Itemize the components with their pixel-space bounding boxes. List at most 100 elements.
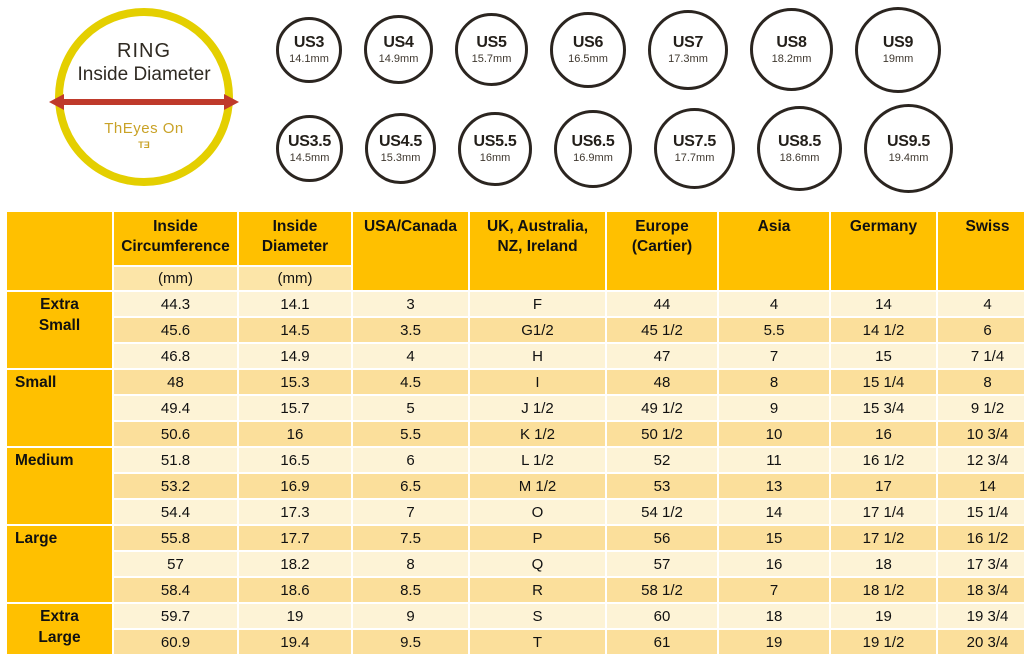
table-row: 49.4 15.7 5 J 1/2 49 1/2 9 15 3/4 9 1/2: [7, 396, 1024, 420]
table-cell: L 1/2: [470, 448, 605, 472]
table-corner-cell: [7, 212, 112, 290]
table-cell: 52: [607, 448, 717, 472]
ring-size-label: US5.5: [473, 132, 517, 150]
table-cell: 18.6: [239, 578, 351, 602]
table-header-cell: Asia: [719, 212, 829, 290]
table-cell: 11: [719, 448, 829, 472]
ring-size-circle: US6 16.5mm: [550, 11, 626, 88]
table-cell: 9.5: [353, 630, 468, 654]
group-label-cell: Extra Large: [7, 604, 112, 654]
table-cell: 49.4: [114, 396, 237, 420]
table-header-cell: Inside Circumference: [114, 212, 237, 265]
ring-size-circle: US8 18.2mm: [750, 8, 833, 91]
ring-mm-label: 16.9mm: [573, 151, 613, 164]
table-cell: 61: [607, 630, 717, 654]
arrow-bar: [62, 99, 226, 105]
arrow-head-right: [224, 94, 239, 110]
table-cell: 15 1/4: [831, 370, 936, 394]
mm-subheader-cell: (mm): [114, 267, 237, 290]
table-cell: 45.6: [114, 318, 237, 342]
ring-size-label: US7.5: [673, 132, 716, 150]
mm-subheader-cell: (mm): [239, 267, 351, 290]
table-cell: 15.3: [239, 370, 351, 394]
table-row: 57 18.2 8 Q 57 16 18 17 3/4: [7, 552, 1024, 576]
table-cell: 3: [353, 292, 468, 316]
table-cell: I: [470, 370, 605, 394]
ring-mm-label: 14.5mm: [289, 151, 330, 164]
group-label-cell: Medium: [7, 448, 112, 524]
table-cell: 9: [353, 604, 468, 628]
table-cell: O: [470, 500, 605, 524]
table-cell: 47: [607, 344, 717, 368]
ring-size-circle: US4 14.9mm: [364, 15, 433, 84]
ring-size-label: US8.5: [778, 132, 821, 150]
table-cell: 4.5: [353, 370, 468, 394]
ring-mm-label: 15.3mm: [380, 151, 421, 164]
table-cell: 48: [114, 370, 237, 394]
table-cell: 14.9: [239, 344, 351, 368]
group-label-cell: Small: [7, 370, 112, 446]
ring-mm-label: 18.2mm: [771, 52, 812, 65]
table-cell: 60: [607, 604, 717, 628]
table-cell: 18.2: [239, 552, 351, 576]
table-cell: M 1/2: [470, 474, 605, 498]
ring-size-circle: US8.5 18.6mm: [757, 106, 842, 191]
table-cell: 50 1/2: [607, 422, 717, 446]
ring-size-row: US3.5 14.5mm US4.5 15.3mm US5.5 16mm US6.5 16.9…: [276, 99, 953, 198]
table-header-cell: USA/Canada: [353, 212, 468, 290]
table-cell: 16.9: [239, 474, 351, 498]
table-cell: 44: [607, 292, 717, 316]
arrow-head-left: [49, 94, 64, 110]
group-label-cell: Large: [7, 526, 112, 602]
ring-size-label: US9.5: [887, 132, 930, 150]
table-cell: 15.7: [239, 396, 351, 420]
ring-size-label: US8: [776, 33, 807, 51]
table-cell: 3.5: [353, 318, 468, 342]
table-cell: 45 1/2: [607, 318, 717, 342]
brand-logo: ThEyes On: [104, 120, 184, 137]
ring-size-label: US4: [383, 33, 414, 51]
table-row: 45.6 14.5 3.5 G1/2 45 1/2 5.5 14 1/2 6: [7, 318, 1024, 342]
table-row: Extra Large 59.7 19 9 S 60 18 19 19 3/4: [7, 604, 1024, 654]
table-cell: K 1/2: [470, 422, 605, 446]
ring-size-label: US7: [672, 33, 704, 51]
table-cell: 15 1/4: [938, 500, 1024, 524]
table-cell: P: [470, 526, 605, 550]
table-cell: 19 1/2: [831, 630, 936, 654]
table-cell: 44.3: [114, 292, 237, 316]
table-cell: 58 1/2: [607, 578, 717, 602]
ring-mm-label: 16.5mm: [568, 52, 608, 65]
size-table: Inside Circumference Inside Diameter USA/C…: [5, 210, 1024, 656]
diameter-arrow-icon: [49, 94, 239, 110]
ring-mm-label: 17.3mm: [668, 52, 708, 65]
table-cell: 49 1/2: [607, 396, 717, 420]
table-row: 58.4 18.6 8.5 R 58 1/2 7 18 1/2 18 3/4: [7, 578, 1024, 602]
table-cell: 48: [607, 370, 717, 394]
table-cell: 6: [938, 318, 1024, 342]
table-row: 54.4 17.3 7 O 54 1/2 14 17 1/4 15 1/4: [7, 500, 1024, 524]
table-cell: 15: [719, 526, 829, 550]
table-cell: 16 1/2: [938, 526, 1024, 550]
table-row: Large 55.8 17.7 7.5 P 56 15 17 1/2 16 1/2: [7, 526, 1024, 602]
table-cell: 55.8: [114, 526, 237, 550]
ring-mm-label: 15.7mm: [471, 52, 512, 65]
table-cell: 53: [607, 474, 717, 498]
table-row: Medium 51.8 16.5 6 L 1/2 52 11 16 1/2 12 3/4: [7, 448, 1024, 524]
table-cell: 17.3: [239, 500, 351, 524]
ring-mm-label: 19.4mm: [888, 151, 929, 164]
ring-mm-label: 14.1mm: [289, 52, 329, 65]
table-cell: 16.5: [239, 448, 351, 472]
table-cell: 19: [719, 630, 829, 654]
ring-size-label: US4.5: [379, 132, 422, 150]
table-cell: 17 1/4: [831, 500, 936, 524]
table-cell: 5.5: [353, 422, 468, 446]
table-cell: 16: [719, 552, 829, 576]
ring-size-circle: US9.5 19.4mm: [864, 104, 953, 193]
table-cell: J 1/2: [470, 396, 605, 420]
table-cell: 14 1/2: [831, 318, 936, 342]
ring-size-circle: US5.5 16mm: [458, 111, 532, 186]
table-row: Small 48 15.3 4.5 I 48 8 15 1/4 8: [7, 370, 1024, 446]
ring-size-label: US3: [293, 33, 325, 51]
table-header-cell: UK, Australia, NZ, Ireland: [470, 212, 605, 290]
table-cell: 8: [938, 370, 1024, 394]
